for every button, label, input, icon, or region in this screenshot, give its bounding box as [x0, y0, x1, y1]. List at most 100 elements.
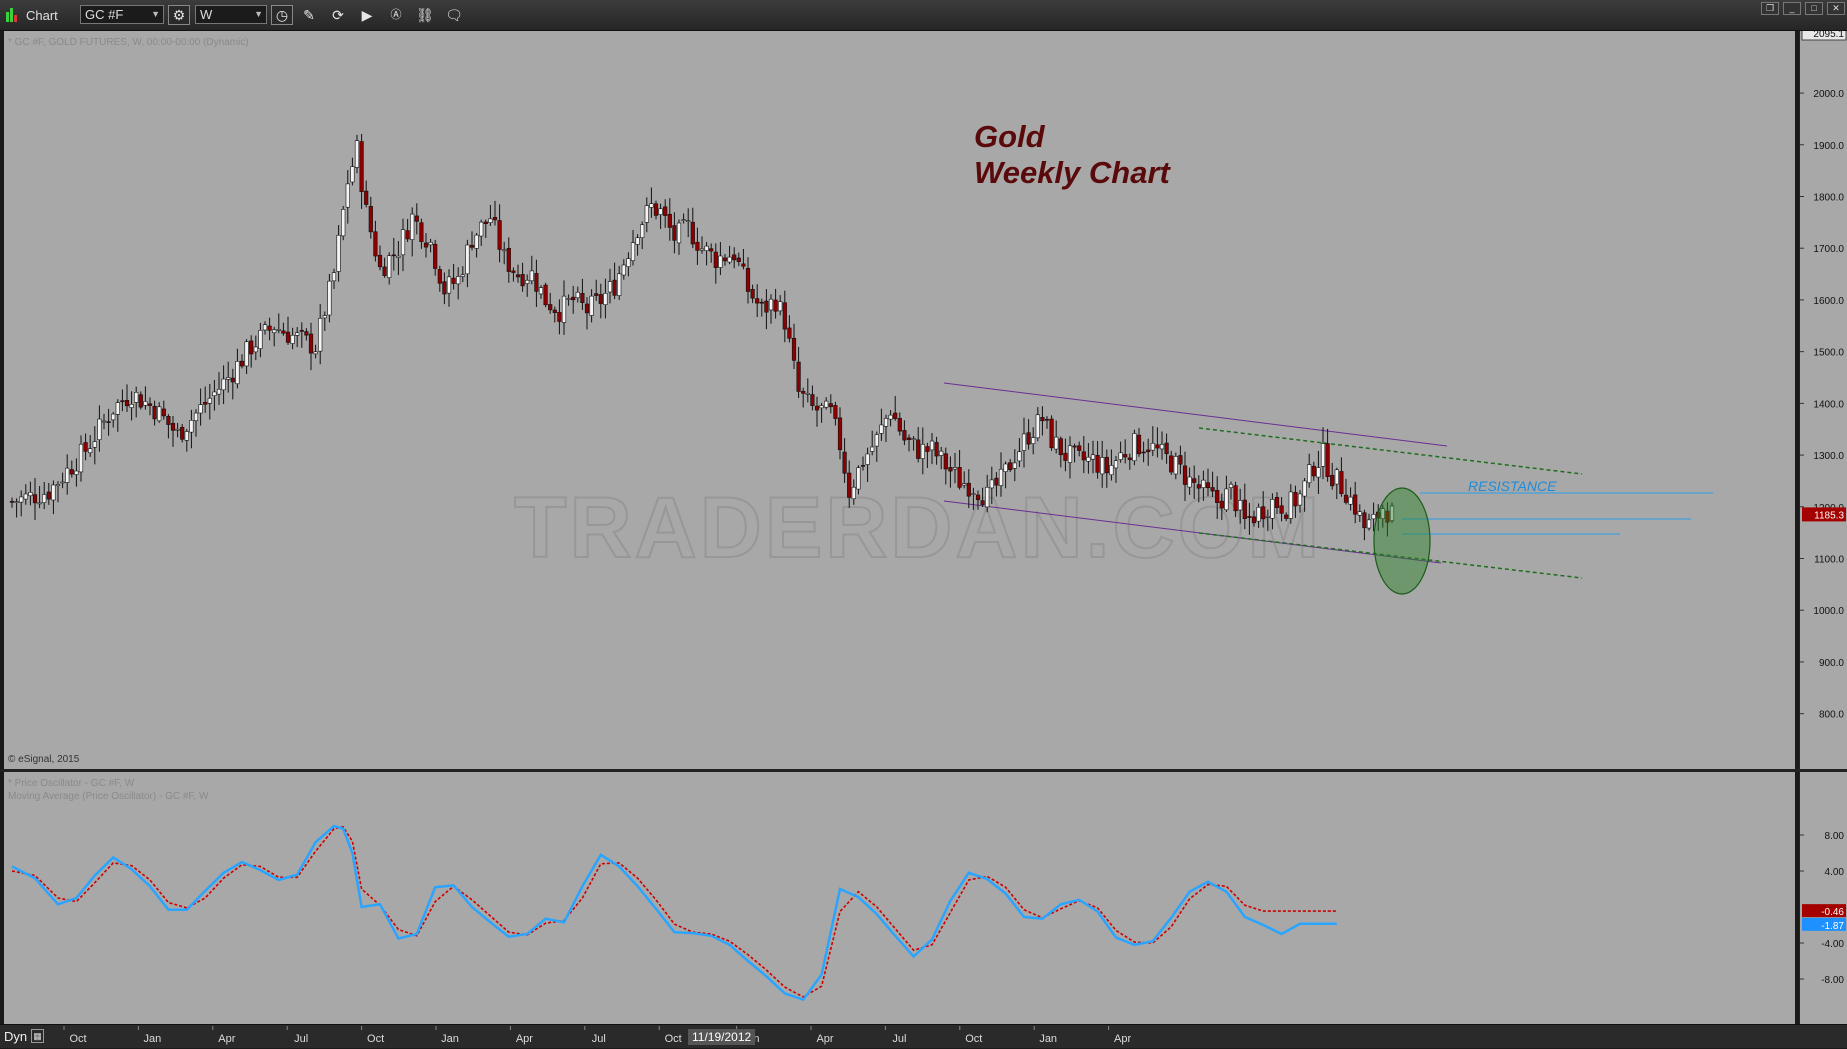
- candle: [860, 456, 866, 471]
- interval-select[interactable]: W ▼: [195, 5, 267, 24]
- candle: [433, 239, 438, 276]
- candle: [115, 399, 120, 432]
- candle: [952, 452, 958, 484]
- candle: [529, 255, 534, 285]
- candle: [1136, 428, 1142, 457]
- candle: [1274, 492, 1280, 515]
- price-pane-header: * GC #F, GOLD FUTURES, W, 00:00-00:00 (D…: [8, 37, 249, 48]
- candle: [1270, 493, 1275, 530]
- oscillator-chart[interactable]: * Price Oscillator - GC #F, W Moving Ave…: [4, 772, 1795, 1024]
- candle: [138, 391, 143, 410]
- price-axis-tick: 1800.0: [1813, 192, 1844, 203]
- price-axis[interactable]: 2000.0 1900.0 1800.0 1700.0 1600.0 1500.0 1400…: [1799, 26, 1847, 769]
- dyn-label[interactable]: Dyn: [4, 1029, 28, 1044]
- candle: [916, 427, 921, 463]
- candle: [584, 297, 590, 330]
- oscillator-axis-tick: 8.00: [1825, 831, 1845, 842]
- candle: [561, 280, 567, 335]
- link-icon[interactable]: ⛓: [416, 7, 434, 23]
- candle: [906, 434, 912, 452]
- candle: [400, 218, 406, 272]
- price-axis-tick: 1500.0: [1813, 348, 1844, 359]
- candle: [1067, 436, 1073, 479]
- candle: [801, 387, 806, 408]
- candle: [557, 299, 562, 335]
- time-axis-label: Oct: [965, 1033, 982, 1045]
- clock-icon[interactable]: ◷: [271, 5, 293, 25]
- candle: [920, 427, 925, 475]
- candle: [1095, 440, 1100, 479]
- candle: [88, 435, 93, 457]
- price-pane[interactable]: * GC #F, GOLD FUTURES, W, 00:00-00:00 (D…: [4, 31, 1795, 769]
- symbol-select[interactable]: GC #F ▼: [80, 5, 164, 24]
- pencil-icon[interactable]: ✎: [303, 7, 315, 23]
- close-icon[interactable]: ✕: [1827, 2, 1845, 15]
- candle: [143, 386, 148, 410]
- candle: [699, 236, 705, 254]
- upper-channel-line[interactable]: [943, 382, 1448, 447]
- candle: [129, 391, 134, 421]
- candle: [814, 396, 820, 427]
- oscillator-pane[interactable]: * Price Oscillator - GC #F, W Moving Ave…: [4, 772, 1795, 1024]
- scale-icon[interactable]: ▦: [31, 1029, 44, 1043]
- price-axis-tick: 1900.0: [1813, 141, 1844, 152]
- play-icon[interactable]: ▶: [361, 7, 373, 23]
- time-axis[interactable]: Dyn ▦ Oct Jan Apr Jul Oct Jan Apr Jul Oct Jan Apr J…: [0, 1024, 1847, 1048]
- candle: [502, 241, 507, 265]
- candle: [653, 200, 659, 220]
- candle: [451, 263, 456, 290]
- candle: [1035, 407, 1040, 442]
- candle: [55, 481, 61, 503]
- candle: [124, 384, 130, 412]
- candle: [212, 380, 217, 411]
- candle: [594, 279, 599, 301]
- oscillator-axis[interactable]: 8.00 4.00 -4.00 -8.00 -0.46 -1.87: [1799, 772, 1847, 1024]
- candle: [989, 466, 994, 505]
- chart-toolbar: Chart GC #F ▼ ⚙ W ▼ ◷ ✎ ⟳ ▶ Ⓐ ⛓ 🗨 ❐ _ □ ✕: [0, 0, 1847, 31]
- candle: [764, 289, 769, 330]
- price-axis-tick: 1100.0: [1814, 555, 1844, 566]
- minimize-icon[interactable]: _: [1783, 2, 1801, 15]
- candle: [1251, 510, 1257, 527]
- candle: [704, 241, 709, 266]
- candle: [226, 361, 231, 393]
- candle: [423, 233, 429, 258]
- candle: [161, 400, 166, 420]
- upper-dashed-trendline[interactable]: [1198, 427, 1583, 475]
- price-axis-tick: 1000.0: [1813, 606, 1844, 617]
- time-axis-label: Oct: [367, 1033, 384, 1045]
- candle: [755, 284, 760, 318]
- pane-divider[interactable]: [0, 769, 1847, 772]
- restore-icon[interactable]: ❐: [1761, 2, 1779, 15]
- lower-dashed-trendline[interactable]: [1198, 532, 1583, 579]
- candle: [120, 389, 125, 412]
- candle: [1123, 439, 1128, 464]
- candle: [1017, 438, 1022, 468]
- candle: [437, 265, 442, 292]
- highlight-ellipse[interactable]: [1373, 487, 1431, 595]
- candle: [538, 285, 544, 299]
- cycle-icon[interactable]: ⟳: [332, 7, 344, 23]
- chevron-down-icon: ▼: [151, 9, 160, 19]
- candle: [796, 346, 801, 399]
- candle: [230, 368, 235, 400]
- clock-settings-icon[interactable]: ⚙: [168, 5, 190, 25]
- candle: [571, 286, 576, 314]
- maximize-icon[interactable]: □: [1805, 2, 1823, 15]
- candle: [1081, 436, 1086, 474]
- candle: [1063, 438, 1068, 472]
- aa-icon[interactable]: Ⓐ: [390, 9, 402, 21]
- candle: [170, 416, 176, 447]
- candle: [676, 219, 682, 255]
- candle: [405, 218, 410, 243]
- lower-channel-line[interactable]: [943, 500, 1442, 564]
- oscillator-axis-tick: -4.00: [1821, 939, 1844, 950]
- candle: [253, 335, 258, 361]
- candle: [1343, 478, 1349, 505]
- comment-icon[interactable]: 🗨: [445, 7, 463, 23]
- price-chart[interactable]: * GC #F, GOLD FUTURES, W, 00:00-00:00 (D…: [4, 31, 1795, 769]
- resistance-label: RESISTANCE: [1468, 478, 1557, 494]
- candle: [1288, 484, 1293, 524]
- candle: [718, 242, 723, 276]
- candle: [1141, 441, 1146, 463]
